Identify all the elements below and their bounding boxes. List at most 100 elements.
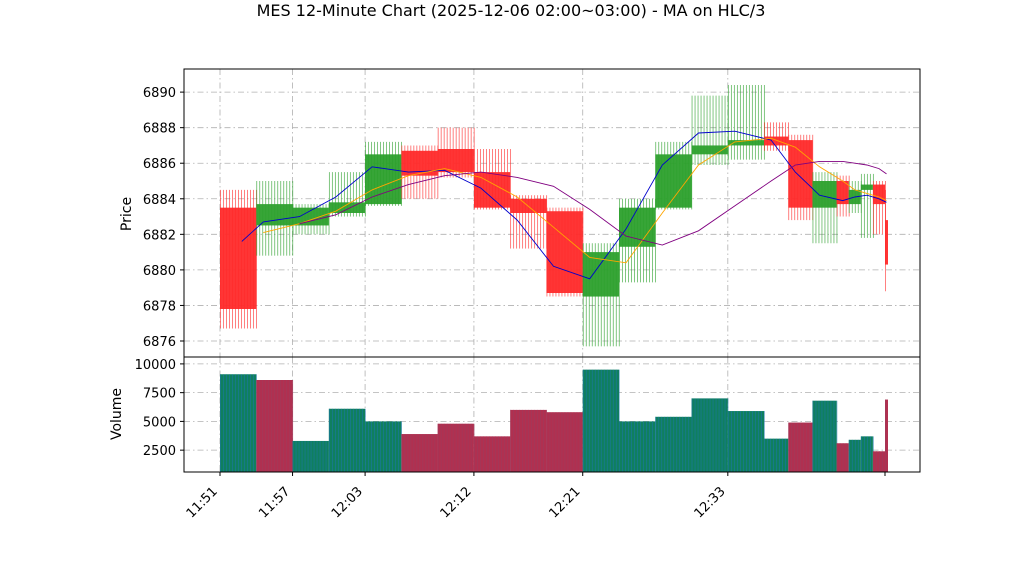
candlestick-bar	[328, 172, 366, 217]
volume-bar	[365, 421, 402, 472]
candle-body	[365, 154, 402, 205]
volume-bar-body	[256, 380, 293, 472]
candle-body	[860, 184, 873, 190]
volume-bar	[437, 423, 475, 472]
candlestick-bar	[619, 198, 656, 283]
time-tick-label: 11:57	[256, 484, 293, 521]
volume-bar	[848, 439, 862, 472]
volume-axes-frame	[183, 356, 921, 473]
price-grid	[184, 69, 920, 357]
volume-y-ticks: 2500 5000 7500 10000	[135, 358, 184, 459]
volume-axis-label: Volume	[109, 388, 125, 440]
moving-average-line-3	[299, 160, 887, 246]
volume-bar	[328, 408, 366, 472]
candle-body	[220, 207, 257, 309]
price-tick-label: 6886	[143, 157, 176, 172]
volume-bar-body	[764, 438, 789, 472]
volume-bar-body	[872, 451, 885, 472]
moving-average-lines	[241, 130, 887, 280]
candlestick-bar	[872, 181, 886, 235]
volume-bar	[764, 438, 789, 472]
volume-bar-body	[836, 443, 849, 472]
volume-bar-body	[619, 421, 656, 472]
volume-bar-body	[546, 412, 583, 472]
volume-bar-body	[848, 439, 861, 472]
volume-tick-label: 5000	[143, 415, 176, 430]
candle-body	[727, 140, 765, 146]
candlestick-bar	[885, 189, 888, 292]
volume-bar	[872, 451, 886, 472]
volume-bar	[788, 422, 814, 472]
price-panel: 6876 6878 6880 6882 6884 6886 6888 6890 Price	[119, 68, 921, 358]
candle-body	[437, 149, 474, 173]
price-tick-label: 6880	[143, 264, 176, 279]
volume-bar	[860, 436, 874, 472]
candle-body	[812, 181, 837, 208]
volume-bar	[220, 374, 257, 472]
volume-bar	[691, 398, 729, 472]
time-tick-label: 12:03	[329, 484, 366, 521]
price-tick-label: 6890	[143, 86, 176, 101]
price-tick-label: 6876	[143, 335, 176, 350]
candlestick-bar	[292, 204, 330, 235]
candle-body	[764, 136, 789, 146]
volume-tick-label: 10000	[135, 358, 176, 373]
candlestick-bar	[256, 181, 294, 256]
candle-body	[328, 202, 366, 213]
volume-bar	[256, 380, 294, 472]
volume-tick-label: 7500	[143, 387, 176, 402]
time-tick-label: 12:21	[546, 484, 583, 521]
volume-bar	[401, 434, 439, 472]
candlestick-bar	[655, 141, 693, 210]
price-y-ticks: 6876 6878 6880 6882 6884 6886 6888 6890	[143, 86, 184, 350]
candle-body	[836, 181, 849, 205]
price-tick-label: 6882	[143, 228, 176, 243]
volume-bar	[836, 443, 850, 472]
volume-bar	[727, 411, 765, 472]
volume-bar	[510, 409, 547, 472]
candle-body	[619, 207, 656, 247]
candle-body	[582, 252, 619, 297]
volume-tick-label: 2500	[143, 444, 176, 459]
volume-bar	[473, 436, 511, 472]
candlestick-bar	[691, 95, 729, 165]
volume-bar-body	[510, 409, 547, 472]
volume-bar-body	[788, 422, 813, 472]
volume-bar-body	[292, 440, 329, 472]
price-tick-label: 6888	[143, 122, 176, 137]
volume-bar-body	[655, 416, 692, 472]
volume-panel: 2500 5000 7500 10000 Volume 11:51 11:57 12:03…	[109, 356, 921, 521]
volume-bar-body	[401, 434, 438, 472]
candle-body	[885, 220, 888, 265]
time-x-ticks: 11:51 11:57 12:03 12:12 12:21 12:33	[184, 472, 886, 521]
candlestick-bar	[365, 141, 402, 206]
volume-bar-body	[582, 369, 619, 472]
volume-bar-body	[437, 423, 474, 472]
price-candles	[220, 85, 888, 347]
volume-bar-body	[473, 436, 511, 472]
candlestick-bar	[836, 175, 850, 217]
time-tick-label: 11:51	[184, 484, 221, 521]
volume-bar	[546, 412, 584, 472]
volume-bar-body	[860, 436, 873, 472]
candlestick-bar	[510, 195, 548, 249]
candle-body	[788, 140, 813, 208]
volume-bar-body	[365, 421, 402, 472]
candlestick-bar	[220, 189, 257, 329]
volume-bar	[812, 400, 838, 472]
volume-bar-body	[220, 374, 257, 472]
price-tick-label: 6884	[143, 193, 176, 208]
time-tick-label: 12:12	[438, 484, 475, 521]
candle-body	[546, 211, 583, 293]
chart-title: MES 12-Minute Chart (2025-12-06 02:00~03…	[257, 1, 766, 20]
volume-bars	[220, 369, 888, 472]
volume-bar-body	[812, 400, 837, 472]
candle-body	[292, 207, 329, 226]
volume-bar-body	[328, 408, 366, 472]
price-axis-label: Price	[119, 197, 135, 231]
volume-bar	[292, 440, 330, 472]
candlestick-bar	[727, 85, 765, 160]
volume-bar	[619, 421, 656, 472]
candle-body	[256, 204, 293, 226]
